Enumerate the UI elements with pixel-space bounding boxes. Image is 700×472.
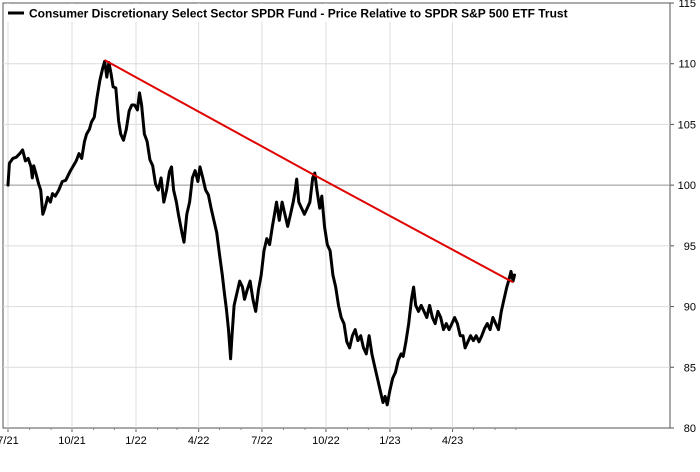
series-layer — [6, 59, 516, 407]
y-tick-label: 95 — [684, 241, 696, 253]
plot-background — [2, 2, 671, 429]
y-tick-label: 90 — [684, 302, 696, 314]
x-tick-label: 10/21 — [58, 435, 86, 447]
grid — [3, 3, 670, 428]
trendline-layer — [104, 59, 514, 284]
y-tick-label: 100 — [678, 180, 696, 192]
y-tick-label: 110 — [678, 59, 696, 71]
y-axis-ticks: 80 85 90 95 100 105 110 115 — [670, 0, 696, 435]
y-tick-label: 85 — [684, 362, 696, 374]
trendline — [104, 59, 514, 284]
x-tick-label: 1/23 — [379, 435, 400, 447]
x-tick-label: 7/21 — [0, 435, 19, 447]
y-tick-label: 105 — [678, 119, 696, 131]
legend-box — [4, 4, 540, 22]
x-tick-label: 4/22 — [188, 435, 209, 447]
series-line — [6, 59, 516, 407]
x-tick-label: 10/22 — [312, 435, 340, 447]
x-axis-ticks: 7/21 10/21 1/22 4/22 7/22 10/22 1/23 4/23 — [0, 428, 517, 447]
legend-label: Consumer Discretionary Select Sector SPD… — [29, 7, 568, 21]
y-tick-label: 115 — [678, 0, 696, 10]
x-tick-label: 7/22 — [251, 435, 272, 447]
y-tick-label: 80 — [684, 423, 696, 435]
x-tick-label: 4/23 — [442, 435, 463, 447]
x-tick-label: 1/22 — [125, 435, 146, 447]
